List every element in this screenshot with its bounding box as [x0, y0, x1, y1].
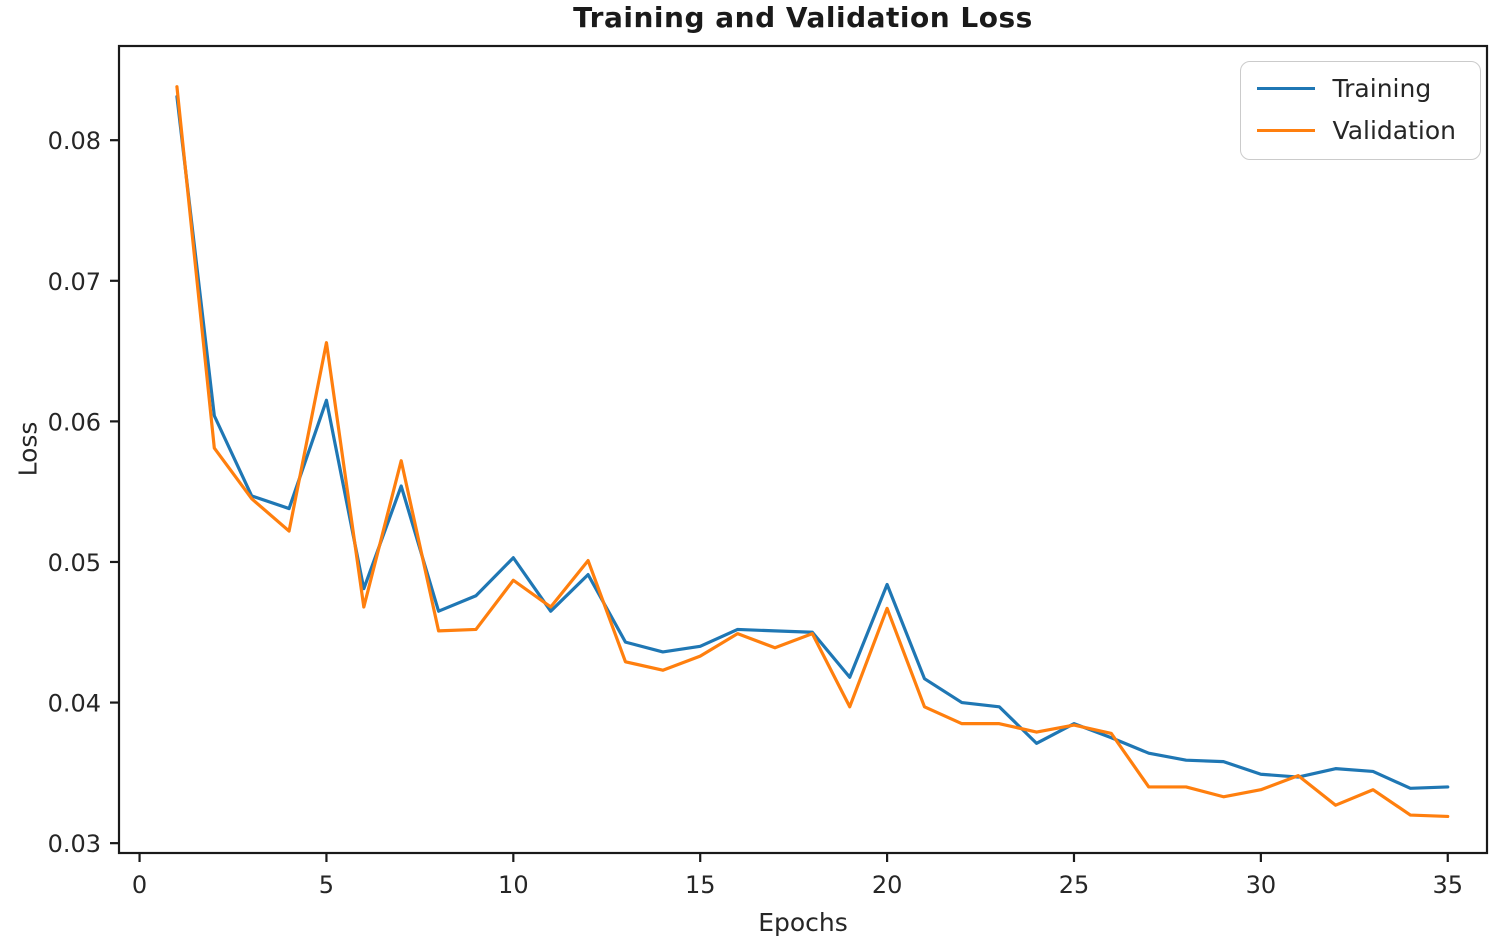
x-tick-label: 25 [1059, 871, 1090, 899]
x-tick-label: 15 [685, 871, 716, 899]
x-tick-label: 0 [132, 871, 147, 899]
x-tick-label: 10 [498, 871, 529, 899]
y-tick-label: 0.05 [48, 549, 101, 577]
legend-line-sample-training [1256, 87, 1315, 90]
legend-label-training: Training [1332, 74, 1432, 103]
x-tick-label: 35 [1432, 871, 1463, 899]
y-tick-label: 0.07 [48, 268, 101, 296]
x-tick-label: 20 [872, 871, 903, 899]
series-line-validation [175, 85, 1450, 819]
legend: Training Validation [1239, 61, 1481, 160]
y-axis-label: Loss [13, 421, 43, 477]
y-tick-label: 0.08 [48, 127, 101, 155]
legend-item-validation: Validation [1256, 116, 1456, 145]
legend-item-training: Training [1256, 74, 1456, 103]
legend-label-validation: Validation [1332, 116, 1456, 145]
y-tick-label: 0.06 [48, 408, 101, 436]
plot-frame [117, 44, 1489, 855]
series-line-training [175, 95, 1450, 790]
chart-title: Training and Validation Loss [573, 1, 1033, 34]
y-tick-label: 0.04 [48, 690, 101, 718]
legend-line-sample-validation [1256, 129, 1315, 132]
x-tick-label: 30 [1246, 871, 1277, 899]
x-tick-label: 5 [319, 871, 334, 899]
x-axis-label: Epochs [758, 908, 848, 937]
y-tick-label: 0.03 [48, 830, 101, 858]
